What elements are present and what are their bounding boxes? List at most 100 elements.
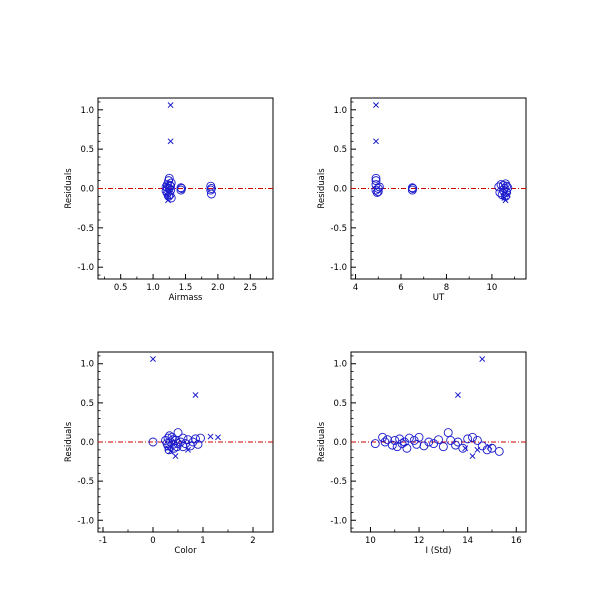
data-point-circle (371, 173, 381, 183)
data-point-circle (176, 183, 186, 193)
data-point-circle (378, 432, 388, 442)
data-point-cross (166, 193, 173, 200)
x-tick-label: 1 (200, 536, 205, 546)
data-point-circle (502, 181, 512, 191)
x-tick-label: 2 (250, 536, 255, 546)
data-point-cross (474, 446, 481, 453)
data-point-circle (172, 442, 182, 452)
data-point-circle (193, 439, 203, 449)
data-point-cross (504, 191, 511, 198)
panel-airmass: -1.0 -0.5 0.0 0.5 1.0 0.5 1.0 1.5 2.0 2.5 Airmass R… (64, 97, 274, 303)
y-axis-label: Residuals (64, 421, 74, 462)
y-tick-label: -0.5 (77, 224, 94, 234)
x-tick-label: 14 (462, 536, 473, 546)
y-tick-label: -0.5 (77, 477, 94, 487)
data-point-circle (443, 428, 453, 438)
data-point-circle (404, 433, 414, 443)
y-tick-label: 0.5 (333, 145, 347, 155)
data-point-circle (390, 435, 400, 445)
data-point-circle (178, 442, 188, 452)
data-point-circle (451, 440, 460, 450)
data-point-circle (482, 445, 492, 455)
data-point-cross (454, 392, 461, 398)
y-tick-label: 1.0 (80, 106, 94, 116)
y-tick-label: -1.0 (77, 516, 94, 526)
y-tick-label: 0.0 (80, 185, 94, 195)
data-point-circle (206, 189, 216, 199)
data-point-circle (402, 443, 412, 453)
x-tick-label: 12 (414, 536, 425, 546)
panel-istd: -1.0 -0.5 0.0 0.5 1.0 10 12 14 16 I (Std) Residual… (317, 351, 527, 556)
data-point-circle (373, 187, 383, 197)
data-point-circle (196, 433, 205, 443)
y-tick-label: 0.0 (80, 438, 94, 448)
data-point-circle (177, 184, 187, 193)
data-point-cross (166, 188, 173, 195)
y-tick-label: 0.5 (333, 399, 347, 409)
x-axis-label: Airmass (169, 293, 203, 303)
data-point-circle (472, 435, 482, 445)
data-point-cross (479, 356, 486, 362)
data-point-circle (374, 182, 384, 192)
data-point-cross (500, 193, 507, 200)
x-tick-label: -1 (99, 536, 107, 546)
data-point-cross (192, 392, 199, 398)
data-point-cross (215, 434, 221, 441)
data-point-cross (185, 446, 191, 453)
data-point-circle (372, 187, 382, 197)
y-tick-label: 0.0 (333, 185, 347, 195)
y-tick-label: -1.0 (330, 516, 347, 526)
x-tick-label: 1.5 (179, 283, 193, 293)
data-point-circle (191, 434, 200, 444)
y-axis-label: Residuals (317, 421, 327, 462)
panel-ut: -1.0 -0.5 0.0 0.5 1.0 4 6 8 10 UT Residuals (317, 97, 527, 303)
data-point-circle (434, 435, 443, 445)
data-point-circle (438, 442, 448, 452)
data-point-circle (395, 434, 405, 444)
data-point-circle (503, 183, 513, 193)
y-axis-label: Residuals (317, 168, 327, 209)
data-point-circle (414, 432, 424, 442)
data-point-cross (462, 445, 469, 452)
data-point-cross (373, 102, 379, 109)
x-axis-label: UT (433, 293, 445, 303)
data-point-circle (487, 443, 497, 453)
x-tick-label: 2.5 (244, 283, 258, 293)
y-tick-label: -1.0 (330, 263, 347, 273)
data-point-circle (397, 439, 407, 449)
y-tick-label: 0.0 (333, 438, 347, 448)
data-point-circle (494, 446, 504, 456)
x-tick-label: 10 (365, 536, 376, 546)
x-tick-label: 10 (486, 283, 497, 293)
data-point-cross (469, 453, 476, 460)
y-tick-label: 1.0 (333, 360, 347, 370)
x-tick-label: 0 (150, 536, 155, 546)
x-tick-label: 1.0 (146, 283, 160, 293)
data-point-circle (373, 184, 383, 193)
data-point-cross (165, 197, 171, 204)
data-point-circle (371, 185, 381, 195)
y-tick-label: 1.0 (80, 360, 94, 370)
data-point-circle (498, 180, 508, 190)
data-point-circle (453, 437, 463, 447)
y-tick-label: 1.0 (333, 106, 347, 116)
panel-color: -1.0 -0.5 0.0 0.5 1.0 -1 0 1 2 Color Residuals (64, 351, 274, 556)
data-point-circle (408, 184, 418, 193)
data-point-circle (370, 439, 380, 449)
data-point-cross (163, 181, 170, 188)
data-point-cross (167, 102, 174, 109)
data-point-cross (150, 356, 156, 362)
x-tick-label: 4 (353, 283, 358, 293)
x-tick-label: 2.0 (211, 283, 225, 293)
x-tick-label: 6 (398, 283, 403, 293)
data-point-circle (387, 440, 397, 450)
x-axis-label: I (Std) (426, 546, 452, 556)
data-point-circle (424, 437, 434, 447)
data-point-cross (172, 453, 179, 460)
data-point-circle (206, 184, 216, 193)
x-tick-label: 16 (511, 536, 522, 546)
data-point-circle (183, 435, 193, 445)
x-tick-label: 8 (444, 283, 449, 293)
data-point-circle (148, 437, 158, 447)
